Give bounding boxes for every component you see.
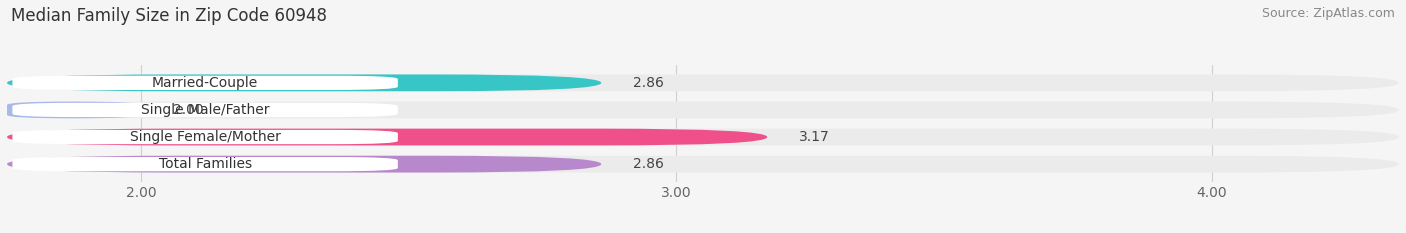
FancyBboxPatch shape <box>7 156 602 172</box>
Text: 2.86: 2.86 <box>633 157 664 171</box>
Text: Single Male/Father: Single Male/Father <box>141 103 270 117</box>
FancyBboxPatch shape <box>13 76 398 90</box>
FancyBboxPatch shape <box>7 129 1399 145</box>
FancyBboxPatch shape <box>13 157 398 171</box>
FancyBboxPatch shape <box>7 129 768 145</box>
Text: Total Families: Total Families <box>159 157 252 171</box>
Text: Median Family Size in Zip Code 60948: Median Family Size in Zip Code 60948 <box>11 7 328 25</box>
Text: 3.17: 3.17 <box>800 130 830 144</box>
Text: 2.00: 2.00 <box>173 103 204 117</box>
FancyBboxPatch shape <box>13 103 398 117</box>
FancyBboxPatch shape <box>13 130 398 144</box>
FancyBboxPatch shape <box>7 75 602 91</box>
FancyBboxPatch shape <box>7 102 1399 118</box>
Text: 2.86: 2.86 <box>633 76 664 90</box>
Text: Single Female/Mother: Single Female/Mother <box>129 130 281 144</box>
FancyBboxPatch shape <box>7 102 141 118</box>
Text: Married-Couple: Married-Couple <box>152 76 259 90</box>
FancyBboxPatch shape <box>7 156 1399 172</box>
Text: Source: ZipAtlas.com: Source: ZipAtlas.com <box>1261 7 1395 20</box>
FancyBboxPatch shape <box>7 75 1399 91</box>
